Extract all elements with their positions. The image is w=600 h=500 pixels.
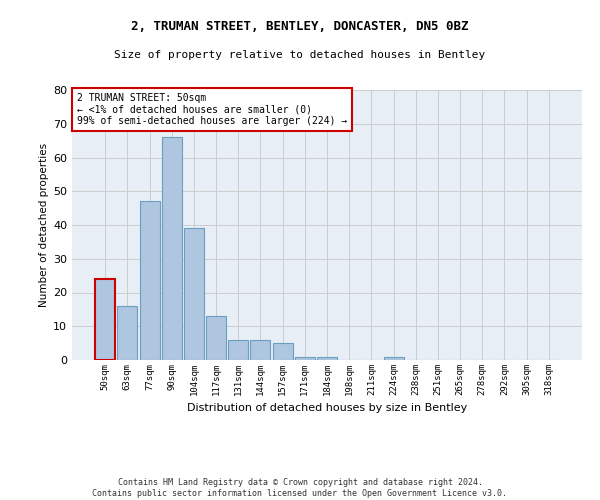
- Bar: [140, 202, 160, 360]
- Bar: [118, 306, 137, 360]
- Bar: [295, 356, 315, 360]
- Bar: [162, 137, 182, 360]
- Text: Contains HM Land Registry data © Crown copyright and database right 2024.
Contai: Contains HM Land Registry data © Crown c…: [92, 478, 508, 498]
- Text: Size of property relative to detached houses in Bentley: Size of property relative to detached ho…: [115, 50, 485, 60]
- Text: 2, TRUMAN STREET, BENTLEY, DONCASTER, DN5 0BZ: 2, TRUMAN STREET, BENTLEY, DONCASTER, DN…: [131, 20, 469, 33]
- Bar: [228, 340, 248, 360]
- Bar: [250, 340, 271, 360]
- Text: 2 TRUMAN STREET: 50sqm
← <1% of detached houses are smaller (0)
99% of semi-deta: 2 TRUMAN STREET: 50sqm ← <1% of detached…: [77, 92, 347, 126]
- Bar: [272, 343, 293, 360]
- Bar: [317, 356, 337, 360]
- Bar: [383, 356, 404, 360]
- Bar: [184, 228, 204, 360]
- Bar: [206, 316, 226, 360]
- Y-axis label: Number of detached properties: Number of detached properties: [39, 143, 49, 307]
- X-axis label: Distribution of detached houses by size in Bentley: Distribution of detached houses by size …: [187, 404, 467, 413]
- Bar: [95, 279, 115, 360]
